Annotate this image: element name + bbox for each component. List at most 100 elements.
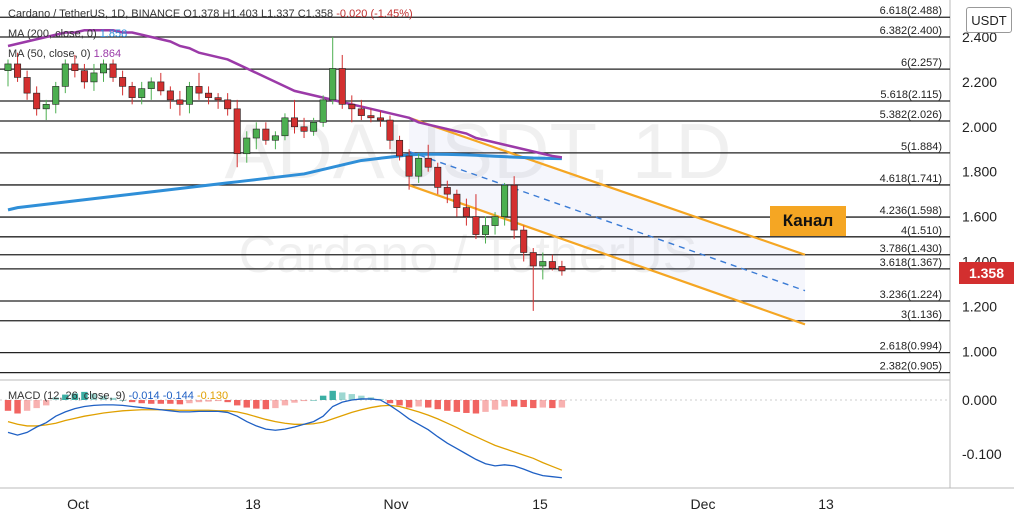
fib-level-label: 4(1.510) <box>901 225 942 237</box>
macd-histogram-bar <box>23 400 31 411</box>
candle-body <box>14 63 22 78</box>
y-tick-label: 1.600 <box>962 209 997 225</box>
fib-level-label: 5.618(2.115) <box>880 89 942 101</box>
ma200-legend[interactable]: MA (200, close, 0) 1.858 <box>8 28 127 40</box>
x-tick-label: Dec <box>691 496 716 512</box>
macd-histogram-bar <box>339 392 346 400</box>
change-value: -0.020 (-1.45%) <box>336 8 413 20</box>
fib-level-label: 2.382(0.905) <box>880 361 942 373</box>
fib-level-label: 4.236(1.598) <box>880 205 942 217</box>
macd-histogram-bar <box>4 400 12 411</box>
candle-body <box>539 261 547 267</box>
candle <box>109 59 117 82</box>
candle-body <box>434 166 442 188</box>
candle-body <box>367 115 375 119</box>
fib-level-label: 5.382(2.026) <box>880 109 942 121</box>
candle-body <box>281 117 289 137</box>
macd-signal-value: -0.130 <box>196 390 229 402</box>
candle-body <box>185 86 193 105</box>
candle <box>71 54 79 78</box>
macd-histogram-bar <box>90 393 98 400</box>
candle-body <box>23 77 31 94</box>
macd-histogram-bar <box>510 400 518 407</box>
x-tick-label: 13 <box>818 496 834 512</box>
candle <box>195 72 203 100</box>
candle <box>42 99 50 121</box>
macd-histogram-bar <box>319 395 327 400</box>
candle-body <box>42 104 50 110</box>
candle <box>262 122 270 145</box>
macd-histogram-bar <box>109 397 117 400</box>
fib-level-label: 4.618(1.741) <box>880 173 942 185</box>
macd-histogram-bar <box>128 400 136 403</box>
candle <box>501 182 509 226</box>
macd-hist-value: -0.014 <box>128 390 160 402</box>
candle-body <box>510 184 518 231</box>
macd-histogram-bar <box>539 400 546 408</box>
candle-body <box>271 135 279 141</box>
candle-body <box>233 108 241 155</box>
candle <box>424 144 432 172</box>
macd-histogram-bar <box>310 400 317 401</box>
candle-body <box>205 92 213 98</box>
macd-histogram-bar <box>52 397 59 400</box>
candle-body <box>491 216 499 226</box>
candle <box>100 59 108 82</box>
currency-button[interactable]: USDT <box>966 7 1012 33</box>
macd-histogram-bar <box>386 400 394 404</box>
macd-histogram-bar <box>195 400 203 403</box>
macd-histogram-bar <box>253 400 260 409</box>
macd-histogram-bar <box>444 400 451 411</box>
x-tick-label: 15 <box>532 496 548 512</box>
ma50-legend[interactable]: MA (50, close, 0) 1.864 <box>8 48 121 60</box>
candle <box>147 77 155 100</box>
candle <box>319 95 327 127</box>
channel-upper-line <box>408 116 806 256</box>
candle <box>205 86 213 105</box>
channel-midline <box>408 150 806 292</box>
candle-body <box>4 63 12 71</box>
candle-body <box>147 81 155 89</box>
candle-body <box>338 68 346 105</box>
macd-histogram-bar <box>453 400 461 412</box>
y-tick-label: 2.400 <box>962 29 997 45</box>
macd-histogram-bar <box>62 394 69 400</box>
candle <box>52 81 60 114</box>
candle-body <box>157 81 165 92</box>
close-value: C1.358 <box>297 8 334 20</box>
candle <box>271 131 279 150</box>
candle <box>376 111 384 127</box>
candle <box>472 194 480 240</box>
fib-level-label: 3.618(1.367) <box>880 257 942 269</box>
fib-level-label: 6.618(2.488) <box>880 5 942 17</box>
macd-histogram-bar <box>472 400 480 414</box>
candle <box>90 63 98 91</box>
y-tick-label: 1.800 <box>962 164 997 180</box>
candle-body <box>501 184 509 217</box>
macd-histogram-bar <box>157 400 164 404</box>
candle <box>243 131 251 163</box>
candle-body <box>415 157 423 177</box>
candle-body <box>71 63 79 71</box>
macd-histogram-bar <box>300 400 308 402</box>
macd-histogram-bar <box>119 400 126 401</box>
y-tick-label: 1.200 <box>962 298 997 314</box>
candle <box>529 248 537 311</box>
candle <box>491 212 499 235</box>
candle-body <box>300 126 308 132</box>
macd-histogram-bar <box>501 400 508 407</box>
macd-histogram-bar <box>405 400 413 408</box>
macd-histogram-bar <box>100 395 107 400</box>
ma50-label: MA (50, close, 0) <box>8 48 91 60</box>
macd-histogram-bar <box>205 400 212 402</box>
candle-body <box>453 193 461 208</box>
macd-legend[interactable]: MACD (12, 26, close, 9) -0.014 -0.144 -0… <box>8 390 228 402</box>
candle-body <box>224 99 232 110</box>
candle <box>386 115 394 150</box>
candle <box>300 117 308 139</box>
candle <box>185 81 193 114</box>
candle-body <box>348 104 356 110</box>
candle-body <box>396 139 404 157</box>
